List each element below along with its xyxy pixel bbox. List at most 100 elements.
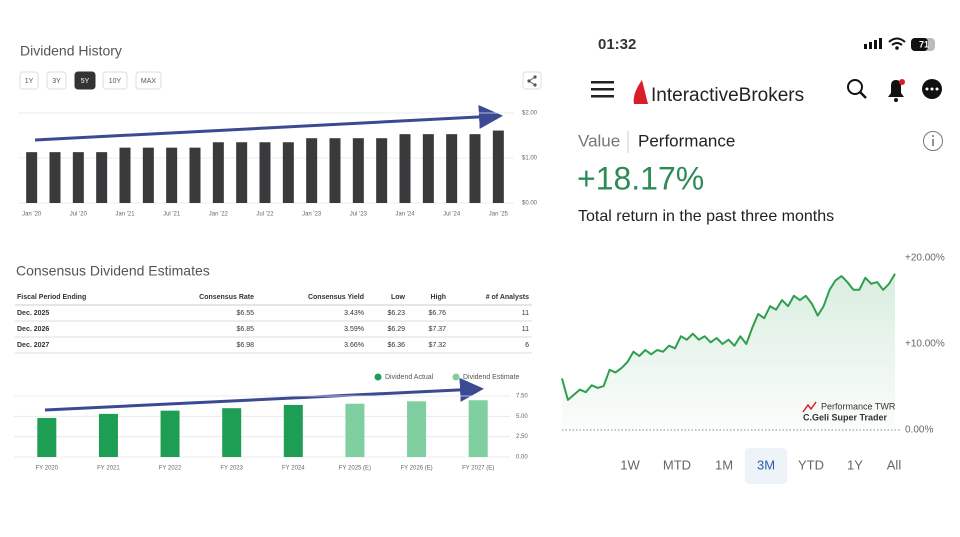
x-tick-label: Jan '25 <box>489 212 509 218</box>
legend-marker <box>452 373 460 381</box>
range-button[interactable]: 3M <box>757 457 775 472</box>
bar <box>37 417 57 457</box>
menu-button[interactable] <box>591 81 614 98</box>
y-tick-label: 0.00% <box>905 425 933 436</box>
x-tick-label: FY 2022 <box>159 466 182 472</box>
info-button[interactable] <box>923 131 943 151</box>
logo: InteractiveBrokers <box>651 85 804 106</box>
period-button[interactable] <box>19 71 39 90</box>
x-tick-label: Jan '20 <box>22 212 42 218</box>
y-tick-label: $0.00 <box>522 201 538 207</box>
bar <box>345 403 365 457</box>
x-tick-label: FY 2027 (E) <box>462 466 494 472</box>
period-button-label[interactable]: 3Y <box>52 78 61 85</box>
table-cell: 11 <box>522 310 529 317</box>
status-icons <box>864 37 935 51</box>
period-buttons: 1Y 3Y 5Y 10Y MAX <box>19 71 162 90</box>
range-button[interactable]: YTD <box>798 457 824 472</box>
estimates-table: Fiscal Period Ending Consensus Rate Consen… <box>15 294 532 354</box>
x-tick-label: Jul '23 <box>350 212 368 218</box>
range-button[interactable]: MTD <box>663 457 691 472</box>
performance-value: +18.17% <box>577 160 704 196</box>
table-cell: $6.55 <box>236 310 254 317</box>
legend-label: Dividend Actual <box>385 374 434 381</box>
bar <box>422 134 434 203</box>
table-cell: $6.29 <box>387 326 405 333</box>
performance-caption: Total return in the past three months <box>578 208 834 225</box>
table-cell: Dec. 2025 <box>17 310 49 317</box>
y-tick-label: +20.00% <box>905 253 945 264</box>
bar <box>72 152 84 203</box>
period-button[interactable] <box>135 71 162 90</box>
bar <box>96 152 108 203</box>
y-tick-label: 0.00 <box>516 455 528 461</box>
bar <box>469 134 481 203</box>
x-tick-label: FY 2023 <box>220 466 243 472</box>
table-header: Consensus Rate <box>199 294 254 301</box>
notifications-button[interactable] <box>888 79 905 102</box>
more-button[interactable] <box>922 79 942 99</box>
x-tick-label: Jan '22 <box>209 212 229 218</box>
legend-label: Dividend Estimate <box>463 374 520 381</box>
table-cell: $6.23 <box>387 310 405 317</box>
period-button-label[interactable]: MAX <box>141 78 157 85</box>
x-tick-label: Jul '21 <box>163 212 181 218</box>
search-button[interactable] <box>847 79 867 99</box>
status-time: 01:32 <box>598 36 636 53</box>
share-button[interactable] <box>522 71 542 90</box>
table-title: Consensus Dividend Estimates <box>16 263 210 279</box>
bar <box>399 134 411 203</box>
area <box>562 273 895 430</box>
bar <box>282 142 294 203</box>
period-button[interactable] <box>102 71 128 90</box>
bar <box>376 138 388 203</box>
bar <box>222 408 242 457</box>
table-cell: $7.37 <box>428 326 446 333</box>
table-cell: 3.59% <box>344 326 364 333</box>
y-tick-label: $1.00 <box>522 156 538 162</box>
x-tick-label: Jul '20 <box>70 212 88 218</box>
bar <box>160 410 180 457</box>
range-buttons: 1W MTD 1M 3M YTD 1Y All <box>620 448 901 484</box>
range-button[interactable]: 1W <box>620 457 640 472</box>
bar <box>236 142 248 203</box>
range-button[interactable]: 1Y <box>847 457 863 472</box>
period-button-label[interactable]: 5Y <box>81 78 90 85</box>
bar <box>259 142 271 203</box>
table-cell: Dec. 2026 <box>17 326 49 333</box>
period-button[interactable] <box>74 71 96 90</box>
x-tick-label: FY 2024 <box>282 466 305 472</box>
y-tick-label: 5.00 <box>516 414 528 420</box>
bar <box>98 413 118 457</box>
bar <box>26 152 38 203</box>
annotation: C.Geli Super Trader <box>803 412 888 422</box>
period-button-label[interactable]: 1Y <box>25 78 34 85</box>
x-tick-label: Jan '24 <box>395 212 415 218</box>
logo-icon <box>633 80 648 104</box>
period-button-label[interactable]: 10Y <box>109 78 122 85</box>
range-button[interactable]: All <box>887 457 902 472</box>
table-cell: 11 <box>522 326 529 333</box>
table-cell: $6.36 <box>387 342 405 349</box>
y-tick-label: 2.50 <box>516 434 528 440</box>
line <box>561 273 896 401</box>
x-tick-label: FY 2025 (E) <box>339 466 371 472</box>
chart-title: Dividend History <box>20 43 122 59</box>
tab[interactable]: Performance <box>638 131 735 150</box>
bar <box>49 152 61 203</box>
x-tick-label: Jan '23 <box>302 212 322 218</box>
bar <box>166 147 178 203</box>
range-button[interactable]: 1M <box>715 457 733 472</box>
tab[interactable]: Value <box>578 131 620 150</box>
bar <box>329 138 341 203</box>
period-button[interactable] <box>46 71 67 90</box>
bar <box>119 147 131 203</box>
y-tick-label: $2.00 <box>522 111 538 117</box>
bar <box>407 401 427 457</box>
legend-label: Performance TWR <box>821 401 896 411</box>
y-tick-label: +10.00% <box>905 339 945 350</box>
range-button-bg[interactable] <box>745 448 787 484</box>
trend-arrow <box>44 377 484 412</box>
table-cell: 3.43% <box>344 310 364 317</box>
